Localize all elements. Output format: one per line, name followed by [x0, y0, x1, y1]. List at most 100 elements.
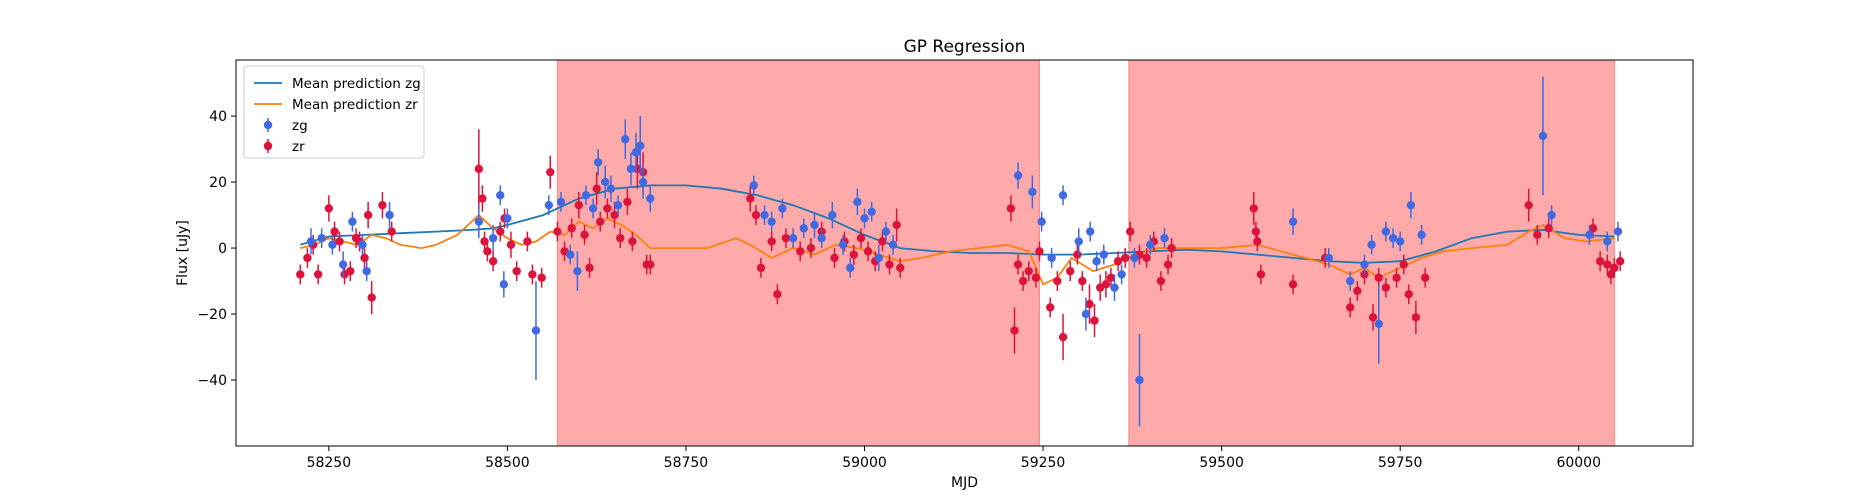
zr-point [623, 197, 632, 207]
legend-box [243, 65, 425, 159]
zr-point [474, 164, 484, 174]
zr-point [610, 210, 619, 220]
zr-point [1090, 316, 1099, 325]
zr-point [528, 270, 537, 279]
zr-point [480, 237, 489, 246]
zg-point [1099, 250, 1108, 259]
zr-point [553, 227, 562, 236]
x-tick-label: 59500 [1199, 455, 1244, 471]
zg-point [606, 184, 616, 193]
zg-point [1381, 227, 1391, 236]
zr-point [781, 233, 791, 243]
zr-point [849, 250, 858, 259]
zr-point [1013, 260, 1023, 269]
zr-point [303, 253, 312, 263]
zg-point [1086, 227, 1095, 236]
zg-point [881, 227, 891, 236]
zr-point [346, 266, 355, 276]
zr-point [506, 240, 516, 249]
zg-point [1092, 257, 1101, 266]
zr-point [1053, 276, 1062, 286]
zg-point [888, 240, 898, 249]
zg-point [828, 210, 837, 220]
zg-point [626, 164, 636, 174]
zr-point [863, 247, 873, 256]
zr-point [751, 210, 761, 220]
zg-point [362, 266, 371, 276]
zg-point [1360, 260, 1369, 269]
axes: 58250 58500 58750 59000 59250 59500 59750 60000… [197, 59, 1694, 471]
zr-point [488, 257, 498, 266]
zg-point [328, 240, 337, 249]
x-tick-label: 59750 [1378, 455, 1423, 471]
zr-point [1374, 273, 1383, 282]
zr-point [1345, 303, 1355, 312]
zr-point [1006, 204, 1016, 213]
zr-point [1156, 276, 1166, 286]
chart-title: GP Regression [904, 37, 1026, 57]
zr-point [1073, 250, 1082, 259]
zr-point [296, 270, 305, 279]
zg-point [1081, 309, 1091, 319]
y-tick-label: 0 [218, 241, 227, 257]
zg-point [317, 233, 326, 243]
zr-point [767, 237, 776, 246]
zr-point [574, 200, 584, 210]
zg-point [1395, 237, 1405, 246]
zr-point [360, 253, 369, 263]
zr-point [830, 253, 839, 263]
zg-point [1374, 319, 1383, 329]
zr-point [878, 237, 887, 246]
zr-point [1113, 257, 1123, 266]
zr-point [313, 270, 323, 279]
zg-point [1028, 187, 1037, 197]
zr-point [585, 263, 594, 273]
zg-point [488, 233, 498, 243]
zr-point [1253, 237, 1262, 246]
zr-point [1058, 332, 1068, 342]
zr-point [1125, 227, 1135, 236]
zg-point [474, 217, 484, 226]
zg-point [817, 233, 826, 243]
x-tick-label: 58500 [485, 455, 530, 471]
x-axis-label: MJD [951, 475, 978, 491]
zr-point [1353, 286, 1362, 296]
zr-point [1392, 273, 1401, 282]
zr-point [523, 237, 532, 246]
zr-point [596, 217, 605, 226]
zr-point [1368, 313, 1378, 322]
zg-point [631, 148, 641, 157]
zg-point [588, 204, 598, 213]
zg-point [1288, 217, 1298, 226]
x-tick-label: 58750 [664, 455, 709, 471]
zg-point [1367, 240, 1376, 249]
zr-point [796, 247, 805, 256]
zg-point [1324, 253, 1333, 263]
y-tick-label: −40 [197, 373, 227, 389]
zg-point [767, 217, 776, 226]
zg-point [1074, 237, 1083, 246]
zg-point [860, 214, 869, 223]
line-mean-prediction-zr [300, 213, 1615, 286]
legend-label: zg [292, 118, 308, 134]
zr-point [1544, 224, 1553, 233]
zr-point [1533, 230, 1542, 240]
zr-point [1163, 260, 1173, 269]
zr-point [387, 227, 396, 236]
zg-point [1417, 230, 1426, 240]
zg-point [573, 266, 582, 276]
zr-point [567, 224, 576, 233]
zg-point [1613, 227, 1623, 236]
zr-point [616, 233, 625, 243]
zr-point [363, 210, 373, 220]
x-tick-label: 59250 [1021, 455, 1066, 471]
zg-point [544, 200, 554, 210]
zg-point [788, 233, 798, 243]
zg-point [646, 194, 655, 203]
zg-point [1547, 210, 1556, 220]
zr-point [1018, 276, 1028, 286]
zr-point [773, 290, 782, 299]
zg-point [846, 263, 855, 273]
zr-point [1524, 200, 1533, 210]
zg-point [1406, 200, 1416, 210]
